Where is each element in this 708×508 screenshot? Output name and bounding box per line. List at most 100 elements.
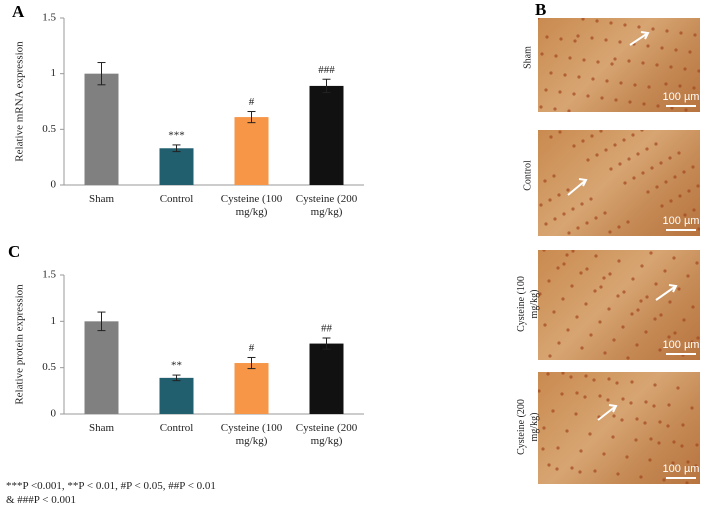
cell (625, 455, 629, 459)
cell (662, 478, 666, 482)
significance-label: # (249, 342, 255, 354)
cell (538, 18, 540, 20)
cell (575, 391, 579, 395)
cell (657, 441, 661, 445)
cell (696, 336, 700, 340)
x-tick-label: Sham (88, 193, 115, 205)
panel-label: A (12, 2, 25, 21)
cell (641, 61, 645, 65)
cell (556, 266, 560, 270)
cell (622, 290, 626, 294)
cell (554, 54, 558, 58)
cell (589, 197, 593, 201)
cell (697, 227, 700, 231)
cell (660, 204, 664, 208)
x-tick-label: Sham (88, 422, 115, 434)
cell (551, 409, 555, 413)
cell (538, 389, 541, 393)
cell (649, 437, 653, 441)
cell (632, 176, 636, 180)
cell (635, 417, 639, 421)
micrograph: 100 µm (538, 372, 700, 484)
cell (664, 82, 668, 86)
cell (592, 378, 596, 382)
cell (547, 463, 551, 467)
cell (581, 139, 585, 143)
micrograph: 100 µm (538, 250, 700, 360)
cell (542, 250, 546, 252)
y-tick-label: 0.5 (42, 361, 56, 373)
cell (650, 166, 654, 170)
arrow (655, 285, 677, 301)
cell (691, 305, 695, 309)
cell (636, 308, 640, 312)
cell (636, 152, 640, 156)
cell (608, 230, 612, 234)
cell (590, 134, 594, 138)
cell (627, 157, 631, 161)
cell (692, 86, 696, 90)
cell (645, 147, 649, 151)
significance-label: ## (321, 323, 333, 335)
cell (553, 107, 557, 111)
cell (640, 130, 644, 132)
cell (615, 381, 619, 385)
cell (692, 208, 696, 212)
cell (630, 380, 634, 384)
cell (594, 216, 598, 220)
bar (84, 73, 119, 185)
cell (558, 130, 562, 134)
cell (644, 400, 648, 404)
cell (572, 144, 576, 148)
cell (558, 90, 562, 94)
cell (668, 156, 672, 160)
cell (602, 276, 606, 280)
cell (538, 292, 542, 296)
cell (647, 85, 651, 89)
y-axis-title: Relative protein expression (14, 284, 26, 405)
cell (602, 452, 606, 456)
y-tick-label: 0.5 (42, 123, 56, 135)
cell (574, 412, 578, 416)
cell (560, 392, 564, 396)
cell (543, 179, 547, 183)
cell (649, 251, 653, 255)
footnote: ***P <0.001, **P < 0.01, #P < 0.05, ##P … (6, 480, 216, 492)
cell (654, 282, 658, 286)
micrograph-overlay: 100 µm (539, 130, 700, 235)
cell (553, 217, 557, 221)
micrograph: 100 µm (538, 130, 700, 236)
cell (640, 264, 644, 268)
bar (159, 377, 194, 414)
cell (671, 461, 675, 465)
x-tick-label: Cysteine (200 mg/kg) (295, 422, 358, 447)
cell (622, 138, 626, 142)
cell (678, 84, 682, 88)
cell (609, 21, 613, 25)
panel-label: C (8, 242, 21, 261)
cell (672, 440, 676, 444)
cell (677, 287, 681, 291)
cell (567, 109, 571, 112)
cell (658, 420, 662, 424)
cell (614, 98, 618, 102)
cell (685, 481, 689, 484)
cell (696, 184, 700, 188)
arrow (629, 32, 649, 46)
cell (559, 37, 563, 41)
cell (667, 403, 671, 407)
cell (670, 106, 674, 110)
cell (561, 372, 565, 375)
cell (562, 212, 566, 216)
cell (678, 194, 682, 198)
cell (673, 331, 677, 335)
cell (674, 48, 678, 52)
cell (571, 250, 575, 253)
micrograph-overlay: 100 µm (538, 250, 700, 360)
cell (684, 108, 688, 112)
cell (623, 181, 627, 185)
cell (569, 375, 573, 379)
cell (568, 56, 572, 60)
x-tick-label: Cysteine (100 mg/kg) (220, 422, 283, 447)
cell (613, 57, 617, 61)
